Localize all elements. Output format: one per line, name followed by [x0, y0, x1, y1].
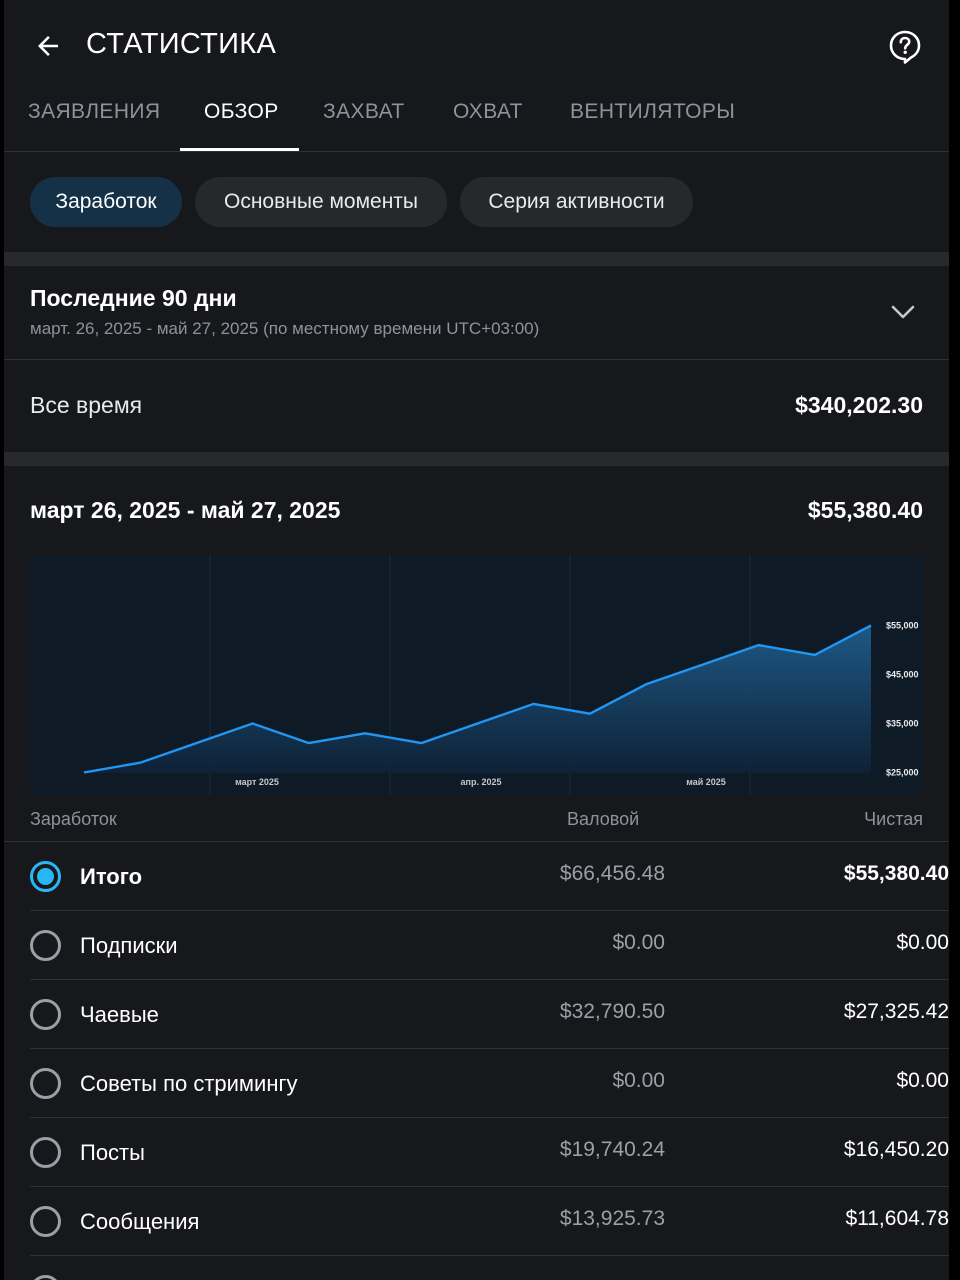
tab-engagement[interactable]: ЗАХВАТ [323, 100, 405, 123]
section-divider [4, 452, 949, 466]
all-time-summary: Все время $340,202.30 [4, 360, 949, 452]
tab-bar: ЗАЯВЛЕНИЯ ОБЗОР ЗАХВАТ ОХВАТ ВЕНТИЛЯТОРЫ [4, 90, 949, 152]
tab-statements[interactable]: ЗАЯВЛЕНИЯ [28, 100, 161, 123]
header-gross: Валовой [567, 809, 640, 829]
chart-y-tick-label: $35,000 [886, 719, 919, 729]
table-row[interactable]: Итого $66,456.48 $55,380.40 [30, 842, 949, 911]
period-date-range: март. 26, 2025 - май 27, 2025 (по местно… [30, 319, 540, 338]
help-icon [889, 30, 921, 64]
row-gross: $19,740.24 [559, 1138, 665, 1161]
row-label: Советы по стримингу [80, 1071, 298, 1096]
table-row[interactable]: Посты $19,740.24 $16,450.20 [30, 1118, 949, 1187]
row-net: $27,325.42 [843, 1000, 949, 1023]
row-net: $55,380.40 [843, 862, 949, 885]
row-gross: $13,925.73 [559, 1207, 665, 1230]
row-label: Посты [80, 1140, 145, 1165]
radio-selected[interactable] [30, 861, 61, 892]
section-divider [4, 252, 949, 266]
row-label: Сообщения [80, 1209, 200, 1234]
range-total: $55,380.40 [807, 497, 923, 523]
chart-x-tick-label: апр. 2025 [461, 777, 502, 787]
radio-button[interactable] [30, 1275, 61, 1280]
table-row[interactable]: Сообщения $13,925.73 $11,604.78 [30, 1187, 949, 1256]
tab-reach[interactable]: ОХВАТ [453, 100, 523, 123]
row-net: $11,604.78 [845, 1207, 949, 1230]
period-title: Последние 90 дни [30, 285, 237, 311]
chart-x-tick-label: март 2025 [235, 777, 279, 787]
all-time-value: $340,202.30 [795, 392, 923, 418]
chart-y-tick-label: $55,000 [886, 621, 919, 631]
chart-area-fill [84, 625, 871, 773]
radio-button[interactable] [30, 1137, 61, 1168]
row-label: Итого [80, 864, 143, 889]
range-label: март 26, 2025 - май 27, 2025 [30, 497, 341, 523]
row-gross: $66,456.48 [559, 862, 665, 885]
table-header: Заработок Валовой Чистая [4, 806, 949, 842]
row-gross: $32,790.50 [559, 1000, 665, 1023]
chip-earnings[interactable]: Заработок [30, 177, 182, 227]
radio-button[interactable] [30, 1206, 61, 1237]
period-selector[interactable]: Последние 90 дни март. 26, 2025 - май 27… [4, 266, 949, 360]
all-time-label: Все время [30, 392, 143, 418]
row-net: $0.00 [896, 931, 949, 954]
header-earnings: Заработок [30, 809, 117, 829]
table-row[interactable] [30, 1256, 949, 1280]
row-net: $16,450.20 [843, 1138, 949, 1161]
filter-chips: Заработок Основные моменты Серия активно… [4, 152, 949, 252]
arrow-left-icon [38, 36, 58, 56]
top-bar: СТАТИСТИКА [4, 0, 949, 90]
active-tab-indicator [180, 148, 299, 151]
row-gross: $0.00 [612, 1069, 665, 1092]
header-net: Чистая [864, 809, 923, 829]
chart-y-tick-label: $25,000 [886, 768, 919, 778]
radio-button[interactable] [30, 930, 61, 961]
chevron-down-icon [891, 305, 915, 319]
table-row[interactable]: Подписки $0.00 $0.00 [30, 911, 949, 980]
app-frame: СТАТИСТИКА ЗАЯВЛЕНИЯ ОБЗОР ЗАХВАТ ОХВАТ … [4, 0, 949, 1280]
chart-y-tick-label: $45,000 [886, 670, 919, 680]
back-button[interactable] [28, 26, 68, 66]
chip-activity-streak[interactable]: Серия активности [460, 177, 693, 227]
tab-fans[interactable]: ВЕНТИЛЯТОРЫ [570, 100, 736, 123]
row-label: Подписки [80, 933, 178, 958]
chart-x-tick-label: май 2025 [686, 777, 726, 787]
table-row[interactable]: Советы по стримингу $0.00 $0.00 [30, 1049, 949, 1118]
tab-overview[interactable]: ОБЗОР [204, 100, 279, 123]
row-label: Чаевые [80, 1002, 159, 1027]
page-title: СТАТИСТИКА [86, 28, 277, 60]
help-button[interactable] [884, 26, 926, 68]
chip-highlights[interactable]: Основные моменты [195, 177, 447, 227]
radio-button[interactable] [30, 999, 61, 1030]
row-gross: $0.00 [612, 931, 665, 954]
radio-button[interactable] [30, 1068, 61, 1099]
row-net: $0.00 [896, 1069, 949, 1092]
earnings-chart: $55,000 $45,000 $35,000 $25,000 март 2025 ап… [30, 555, 923, 795]
table-row[interactable]: Чаевые $32,790.50 $27,325.42 [30, 980, 949, 1049]
